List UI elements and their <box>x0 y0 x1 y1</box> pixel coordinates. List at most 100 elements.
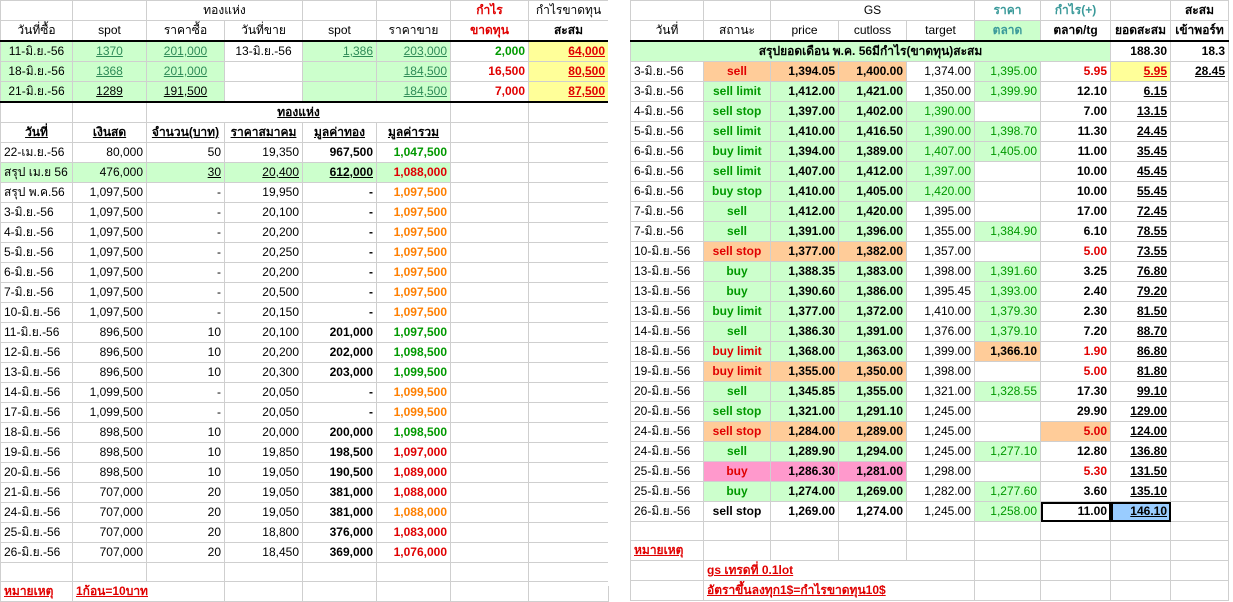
empty[interactable] <box>630 580 704 601</box>
empty[interactable] <box>450 262 529 283</box>
gs-target[interactable]: 1,321.00 <box>906 381 975 402</box>
empty[interactable] <box>703 521 771 541</box>
empty[interactable] <box>974 560 1041 581</box>
row-assoc-price[interactable]: 20,000 <box>224 422 303 443</box>
row-qty[interactable]: - <box>146 222 225 243</box>
gs-date[interactable]: 24-มิ.ย.-56 <box>630 421 704 442</box>
row-cash[interactable]: 707,000 <box>72 482 147 503</box>
empty[interactable] <box>224 581 303 602</box>
empty[interactable] <box>528 442 609 463</box>
right-header-4[interactable]: target <box>906 20 975 42</box>
row-total-value[interactable]: 1,097,500 <box>376 242 451 263</box>
row-qty[interactable]: - <box>146 242 225 263</box>
row-gold-value[interactable]: 190,500 <box>302 462 377 483</box>
gs-cumulative[interactable]: 5.95 <box>1110 61 1171 82</box>
note-gs-lot[interactable]: gs เทรดที่ 0.1lot <box>703 560 975 581</box>
empty[interactable] <box>528 482 609 503</box>
gs-target[interactable]: 1,398.00 <box>906 261 975 282</box>
gs-cumulative[interactable]: 45.45 <box>1110 161 1171 182</box>
row-date[interactable]: 21-มิ.ย.-56 <box>0 482 73 503</box>
row-gold-value[interactable]: - <box>302 282 377 303</box>
gs-profit[interactable]: 3.60 <box>1040 481 1111 502</box>
gs-profit[interactable]: 17.00 <box>1040 201 1111 222</box>
gs-cumulative[interactable]: 79.20 <box>1110 281 1171 302</box>
trade-spot-buy[interactable]: 1368 <box>72 61 147 82</box>
table-header-1[interactable]: เงินสด <box>72 122 147 143</box>
empty[interactable] <box>528 142 609 163</box>
trade-spot-sell[interactable] <box>302 61 377 82</box>
gs-cutloss[interactable]: 1,412.00 <box>838 161 907 182</box>
empty[interactable] <box>450 402 529 423</box>
gs-date[interactable]: 4-มิ.ย.-56 <box>630 101 704 122</box>
empty[interactable] <box>528 342 609 363</box>
gs-market[interactable]: 1,328.55 <box>974 381 1041 402</box>
empty[interactable] <box>974 580 1041 601</box>
row-date[interactable]: 6-มิ.ย.-56 <box>0 262 73 283</box>
right-header-8[interactable]: เข้าพอร์ท <box>1170 20 1229 42</box>
gs-market[interactable] <box>974 421 1041 442</box>
left-header-2[interactable]: ราคาซื้อ <box>146 20 225 42</box>
left-header-5[interactable]: ราคาขาย <box>376 20 451 42</box>
row-cash[interactable]: 1,099,500 <box>72 382 147 403</box>
gs-cutloss[interactable]: 1,355.00 <box>838 381 907 402</box>
gs-status[interactable]: buy limit <box>703 301 771 322</box>
left-header-3[interactable]: วันที่ขาย <box>224 20 303 42</box>
empty[interactable] <box>703 540 771 561</box>
gs-price[interactable]: 1,394.00 <box>770 141 839 162</box>
empty[interactable] <box>450 101 529 123</box>
gs-cumulative[interactable]: 124.00 <box>1110 421 1171 442</box>
gs-price[interactable]: 1,355.00 <box>770 361 839 382</box>
row-assoc-price[interactable]: 20,400 <box>224 162 303 183</box>
gs-cutloss[interactable]: 1,269.00 <box>838 481 907 502</box>
gs-market[interactable]: 1,393.00 <box>974 281 1041 302</box>
gs-price[interactable]: 1,390.60 <box>770 281 839 302</box>
gs-profit[interactable]: 11.00 <box>1040 501 1111 522</box>
empty[interactable] <box>974 521 1041 541</box>
empty[interactable] <box>450 222 529 243</box>
gs-target[interactable]: 1,397.00 <box>906 161 975 182</box>
left-header-6[interactable]: ขาดทุน <box>450 20 529 42</box>
cell[interactable] <box>1110 0 1171 21</box>
gs-cutloss[interactable]: 1,400.00 <box>838 61 907 82</box>
row-cash[interactable]: 898,500 <box>72 442 147 463</box>
gs-target[interactable]: 1,420.00 <box>906 181 975 202</box>
row-total-value[interactable]: 1,097,500 <box>376 222 451 243</box>
gs-cumulative[interactable]: 99.10 <box>1110 381 1171 402</box>
cell[interactable] <box>630 0 704 21</box>
row-date[interactable]: 25-มิ.ย.-56 <box>0 522 73 543</box>
summary-label[interactable]: สรุปยอดเดือน พ.ค. 56มีกำไร(ขาดทุน)สะสม <box>630 40 1111 62</box>
right-header-5[interactable]: ตลาด <box>974 20 1041 42</box>
row-cash[interactable]: 707,000 <box>72 502 147 523</box>
right-header-1[interactable]: สถานะ <box>703 20 771 42</box>
gs-date[interactable]: 19-มิ.ย.-56 <box>630 361 704 382</box>
row-gold-value[interactable]: - <box>302 402 377 423</box>
table-header-4[interactable]: มูลค่าทอง <box>302 122 377 143</box>
gs-market[interactable] <box>974 361 1041 382</box>
row-cash[interactable]: 1,097,500 <box>72 222 147 243</box>
empty[interactable] <box>1170 521 1229 541</box>
row-date[interactable]: 19-มิ.ย.-56 <box>0 442 73 463</box>
row-total-value[interactable]: 1,098,500 <box>376 342 451 363</box>
gs-profit[interactable]: 3.25 <box>1040 261 1111 282</box>
trade-profit-loss[interactable]: 2,000 <box>450 40 529 62</box>
gs-port[interactable] <box>1170 181 1229 202</box>
gs-price[interactable]: 1,289.90 <box>770 441 839 462</box>
table-header-2[interactable]: จำนวน(บาท) <box>146 122 225 143</box>
empty[interactable] <box>1170 560 1229 581</box>
gs-date[interactable]: 13-มิ.ย.-56 <box>630 261 704 282</box>
trade-sell-price[interactable]: 184,500 <box>376 61 451 82</box>
gs-port[interactable] <box>1170 201 1229 222</box>
gs-status[interactable]: sell limit <box>703 161 771 182</box>
row-qty[interactable]: 10 <box>146 462 225 483</box>
gs-target[interactable]: 1,245.00 <box>906 421 975 442</box>
gs-price[interactable]: 1,269.00 <box>770 501 839 522</box>
empty[interactable] <box>450 302 529 323</box>
row-gold-value[interactable]: 369,000 <box>302 542 377 563</box>
trade-spot-sell[interactable]: 1,386 <box>302 40 377 62</box>
gs-cutloss[interactable]: 1,291.10 <box>838 401 907 422</box>
row-cash[interactable]: 896,500 <box>72 342 147 363</box>
gs-cumulative[interactable]: 129.00 <box>1110 401 1171 422</box>
row-total-value[interactable]: 1,088,000 <box>376 502 451 523</box>
row-cash[interactable]: 80,000 <box>72 142 147 163</box>
gs-market[interactable]: 1,405.00 <box>974 141 1041 162</box>
